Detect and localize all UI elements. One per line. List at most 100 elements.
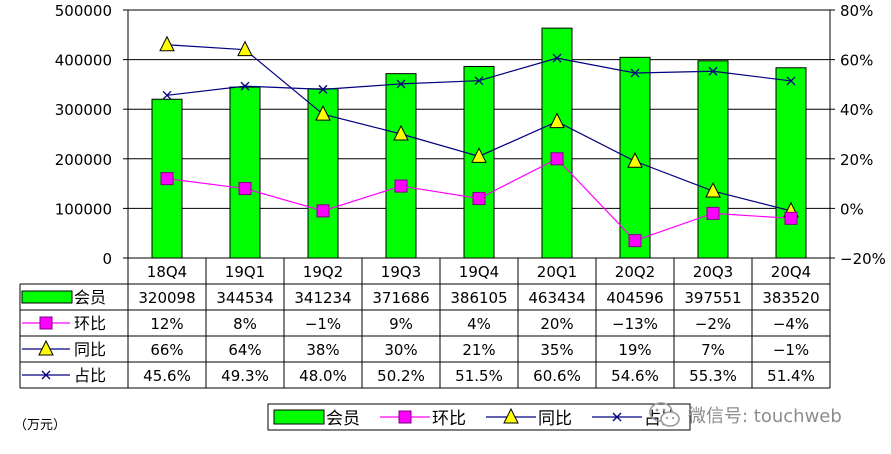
table-cell: 341234 — [294, 289, 351, 307]
category-label: 20Q3 — [693, 263, 733, 281]
table-cell: 55.3% — [689, 367, 737, 385]
data-point — [627, 152, 643, 168]
row-label: 同比 — [74, 340, 106, 359]
table-cell: 21% — [462, 341, 495, 359]
table-cell: −1% — [305, 315, 341, 333]
data-point — [318, 84, 328, 94]
data-point — [472, 191, 486, 205]
left-tick-label: 0 — [102, 250, 112, 268]
left-tick-label: 100000 — [55, 200, 112, 218]
data-point — [471, 147, 487, 163]
table-cell: −13% — [612, 315, 658, 333]
left-tick-label: 400000 — [55, 52, 112, 70]
bar — [229, 86, 261, 259]
legend-key-marker — [38, 339, 54, 356]
data-point — [393, 124, 409, 141]
row-label: 占比 — [74, 366, 106, 385]
legend-swatch-marker — [503, 407, 519, 424]
right-tick-label: 60% — [840, 52, 873, 70]
data-point — [162, 90, 172, 100]
legend-label: 会员 — [326, 409, 360, 429]
table-cell: 9% — [389, 315, 413, 333]
right-tick-label: −20% — [840, 250, 886, 268]
right-tick-label: 40% — [840, 101, 873, 119]
data-point — [552, 53, 562, 63]
table-cell: 371686 — [372, 289, 429, 307]
data-point — [238, 182, 252, 196]
table-cell: 64% — [228, 341, 261, 359]
table-cell: 383520 — [762, 289, 819, 307]
table-cell: 48.0% — [299, 367, 347, 385]
wechat-icon — [649, 402, 680, 427]
legend-label: 同比 — [538, 409, 572, 429]
data-point — [708, 66, 718, 76]
data-point — [315, 105, 331, 121]
table-cell: 51.4% — [767, 367, 815, 385]
legend-swatch-marker — [612, 412, 622, 422]
unit-label: （万元） — [14, 418, 67, 433]
data-point — [630, 68, 640, 78]
table-cell: −1% — [773, 341, 809, 359]
category-label: 19Q4 — [459, 263, 499, 281]
data-point — [786, 76, 796, 86]
table-cell: 4% — [467, 315, 491, 333]
right-tick-label: 0% — [840, 200, 864, 218]
category-label: 20Q4 — [771, 263, 811, 281]
bar — [541, 27, 573, 259]
table-cell: 66% — [150, 341, 183, 359]
table-cell: 45.6% — [143, 367, 191, 385]
data-point — [474, 76, 484, 86]
data-point — [784, 211, 798, 225]
left-tick-label: 500000 — [55, 2, 112, 20]
table-cell: 49.3% — [221, 367, 269, 385]
table-cell: 12% — [150, 315, 183, 333]
bar — [697, 60, 729, 259]
watermark-text: 微信号: touchweb — [688, 406, 842, 427]
data-point — [316, 204, 330, 218]
table-cell: 35% — [540, 341, 573, 359]
row-label: 环比 — [74, 314, 106, 333]
table-cell: −4% — [773, 315, 809, 333]
table-cell: 30% — [384, 341, 417, 359]
table-cell: 386105 — [450, 289, 507, 307]
table-cell: 397551 — [684, 289, 741, 307]
data-point — [550, 152, 564, 166]
legend-swatch-marker — [398, 410, 412, 424]
bar — [385, 73, 417, 259]
table-cell: 50.2% — [377, 367, 425, 385]
category-label: 18Q4 — [147, 263, 187, 281]
category-label: 19Q2 — [303, 263, 343, 281]
right-tick-label: 20% — [840, 151, 873, 169]
data-point — [240, 81, 250, 91]
table-cell: 404596 — [606, 289, 663, 307]
category-label: 20Q1 — [537, 263, 577, 281]
table-cell: 8% — [233, 315, 257, 333]
legend-key-marker — [41, 370, 51, 380]
data-point — [628, 234, 642, 248]
table-cell: −2% — [695, 315, 731, 333]
table-cell: 7% — [701, 341, 725, 359]
table-cell: 51.5% — [455, 367, 503, 385]
data-point — [159, 35, 175, 52]
category-label: 19Q1 — [225, 263, 265, 281]
category-label: 20Q2 — [615, 263, 655, 281]
table-cell: 60.6% — [533, 367, 581, 385]
left-tick-label: 200000 — [55, 151, 112, 169]
watermark: 微信号: touchweb — [648, 398, 888, 432]
table-cell: 320098 — [138, 289, 195, 307]
data-point — [706, 206, 720, 220]
legend-key — [21, 290, 73, 304]
table-cell: 19% — [618, 341, 651, 359]
legend-key-marker — [39, 316, 53, 330]
table-cell: 344534 — [216, 289, 273, 307]
table-cell: 54.6% — [611, 367, 659, 385]
data-point — [549, 112, 565, 129]
data-point — [705, 181, 721, 198]
data-point — [237, 40, 253, 57]
data-point — [394, 179, 408, 193]
legend-swatch — [273, 409, 325, 425]
table-cell: 20% — [540, 315, 573, 333]
left-tick-label: 300000 — [55, 101, 112, 119]
category-label: 19Q3 — [381, 263, 421, 281]
data-point — [396, 79, 406, 89]
